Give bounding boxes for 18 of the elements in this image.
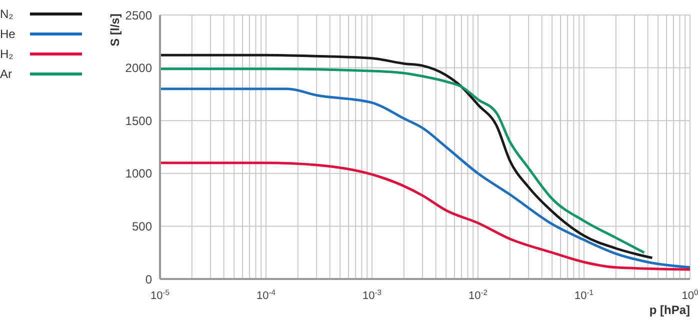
- y-tick-label: 2000: [125, 61, 152, 76]
- y-tick-label: 0: [145, 272, 152, 286]
- legend-label: N₂: [0, 7, 14, 21]
- y-tick-label: 1000: [125, 166, 152, 181]
- y-tick-label: 1500: [125, 114, 152, 128]
- x-tick-label: 10$^{0}$: [682, 288, 698, 302]
- x-tick-label: 10$^{-2}$: [468, 288, 488, 302]
- x-tick-label: 10$^{-5}$: [150, 288, 170, 302]
- x-tick-label: 10$^{-4}$: [256, 288, 276, 302]
- legend-label: H₂: [0, 47, 14, 61]
- x-tick-label: 10$^{-3}$: [362, 288, 382, 302]
- x-axis-title: p [hPa]: [649, 303, 690, 317]
- y-tick-label: 2500: [125, 8, 152, 22]
- x-tick-label: 10$^{-1}$: [574, 288, 594, 302]
- legend-label: Ar: [0, 67, 13, 81]
- legend-label: He: [0, 27, 16, 41]
- y-tick-label: 500: [132, 219, 152, 234]
- y-axis-title: S [l/s]: [108, 14, 122, 46]
